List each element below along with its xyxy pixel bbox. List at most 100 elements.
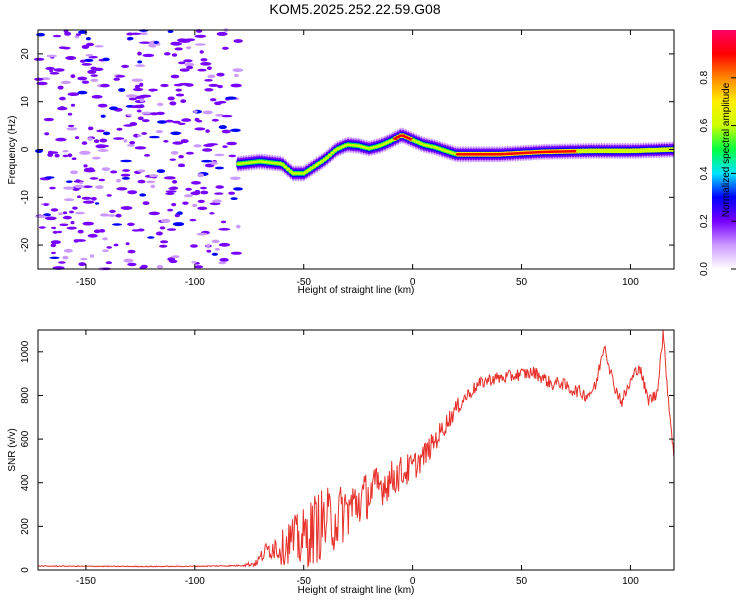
y-tick-label: 0 [20,146,31,152]
noise-blob [204,79,213,82]
noise-blob [156,169,166,174]
x-tick-label: -50 [296,576,311,587]
noise-blob [139,193,147,197]
noise-blob [86,42,94,47]
noise-blob [140,32,148,36]
spectrogram-x-axis: -150 -100 -50 0 50 100 [76,30,639,288]
noise-blob [77,195,81,198]
noise-blob [131,78,144,82]
noise-blob [150,112,159,116]
noise-blob [77,229,84,234]
noise-blob [125,242,130,246]
noise-blob [172,222,185,227]
noise-blob [182,201,189,205]
noise-blob [123,124,134,127]
noise-blob [71,157,77,160]
noise-blob [167,228,177,231]
noise-blob [200,186,207,190]
noise-blob [206,143,219,146]
noise-blob [165,192,175,195]
noise-blob [200,58,208,62]
noise-blob [137,60,143,64]
y-tick-label: 600 [20,430,31,447]
noise-blob [197,68,207,72]
noise-blob [47,152,54,157]
noise-blob [122,169,131,172]
noise-blob [190,244,198,248]
noise-blob [149,174,159,178]
spectrogram-y-axis: -20 -10 0 10 20 [20,48,674,252]
noise-blob [218,261,227,265]
noise-blob [211,252,218,256]
noise-blob [109,209,116,213]
noise-blob [212,199,222,203]
noise-blobs [33,28,244,271]
ridge-cell [319,160,325,163]
noise-blob [160,240,169,244]
noise-blob [99,213,110,217]
snr-x-axis: -150 -100 -50 0 50 100 [76,330,639,587]
colorbar-gradient [712,30,736,269]
noise-blob [67,112,73,116]
noise-blob [123,139,128,143]
noise-blob [185,151,194,155]
noise-blob [87,233,98,238]
noise-blob [173,83,183,87]
noise-blob [89,177,99,180]
x-tick-label: 0 [410,576,416,587]
noise-blob [137,179,146,184]
noise-blob [140,264,148,269]
noise-blob [106,194,112,197]
noise-blob [134,84,141,89]
noise-blob [91,95,103,99]
noise-blob [123,258,134,263]
noise-blob [204,88,214,92]
noise-blob [220,220,227,224]
noise-blob [72,206,78,210]
noise-blob [81,196,92,200]
noise-blob [202,148,213,152]
noise-blob [121,177,130,180]
x-tick-label: 100 [622,576,639,587]
noise-blob [82,200,95,204]
ridge-cell [280,163,285,166]
noise-blob [127,36,134,41]
noise-blob [215,185,224,189]
noise-blob [233,73,239,78]
noise-blob [137,51,142,56]
noise-blob [148,43,157,48]
snr-panel: -150 -100 -50 0 50 100 0 200 400 600 800 1000 Heig… [7,329,675,596]
noise-blob [168,176,176,180]
snr-series-line [37,330,675,568]
noise-blob [159,244,168,248]
noise-blob [46,54,58,58]
noise-blob [93,229,101,234]
noise-blob [44,132,50,136]
noise-blob [83,169,96,173]
noise-blob [116,187,128,191]
noise-blob [214,101,222,106]
noise-blob [218,242,231,247]
noise-blob [75,136,80,140]
noise-blob [116,127,123,131]
noise-blob [191,261,197,264]
x-tick-label: 50 [516,277,528,288]
x-tick-label: -150 [76,277,96,288]
noise-blob [77,90,88,95]
noise-blob [65,56,77,60]
noise-blob [77,76,88,81]
noise-blob [55,137,67,142]
noise-blob [63,198,75,202]
noise-blob [113,77,120,81]
noise-blob [178,155,184,159]
noise-blob [53,68,65,72]
noise-blob [186,65,194,70]
noise-blob [44,216,57,221]
noise-blob [172,141,183,145]
noise-blob [139,41,151,44]
noise-blob [164,52,171,56]
noise-blob [49,72,60,75]
noise-blob [78,181,84,185]
noise-blob [222,46,229,50]
noise-blob [85,37,91,41]
